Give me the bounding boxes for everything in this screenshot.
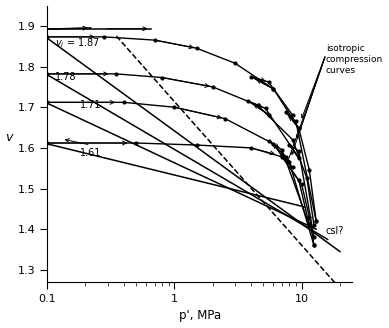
Text: $v_i$ = 1.87: $v_i$ = 1.87 bbox=[55, 36, 100, 50]
X-axis label: p', MPa: p', MPa bbox=[179, 309, 221, 322]
Text: 1.78: 1.78 bbox=[55, 72, 76, 82]
Y-axis label: v: v bbox=[5, 131, 13, 144]
Text: 1.61: 1.61 bbox=[80, 148, 101, 158]
Text: isotropic
compression
curves: isotropic compression curves bbox=[326, 44, 383, 75]
Text: 1.71: 1.71 bbox=[80, 100, 101, 110]
Text: csl?: csl? bbox=[326, 226, 344, 236]
